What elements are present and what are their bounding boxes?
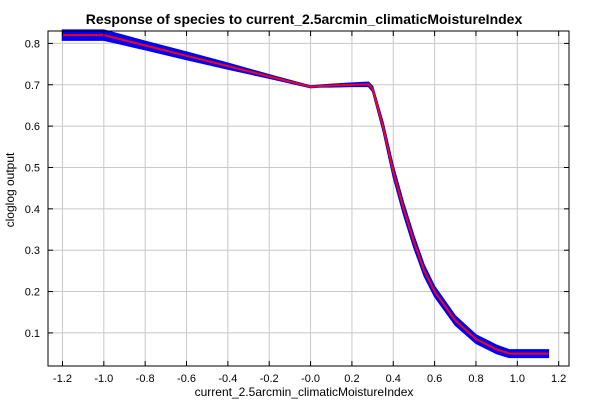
y-axis-label: cloglog output [3,152,17,227]
x-tick-label: 0.2 [344,373,359,385]
x-tick-label: -1.2 [53,373,72,385]
y-tick-label: 0.1 [25,328,40,340]
x-tick-label: -0.6 [177,373,196,385]
y-tick-label: 0.5 [25,162,40,174]
y-tick-label: 0.2 [25,287,40,299]
x-tick-label: 0.4 [386,373,401,385]
x-tick-label: 1.2 [551,373,566,385]
x-tick-label: -0.0 [301,373,320,385]
y-tick-label: 0.7 [25,80,40,92]
ticks: -1.2 -1.0 -0.8 -0.6 -0.4 -0.2 -0.0 0.2 0.4 0.6 0.8… [25,31,569,385]
x-tick-label: 0.6 [427,373,442,385]
confidence-band [61,29,550,359]
x-tick-label: -1.0 [94,373,113,385]
grid [48,31,569,366]
x-tick-label: 1.0 [510,373,525,385]
y-tick-label: 0.6 [25,121,40,133]
x-tick-label: -0.8 [136,373,155,385]
confidence-band-area [61,29,550,359]
chart-title: Response of species to current_2.5arcmin… [86,11,523,27]
x-tick-label: -0.4 [218,373,237,385]
response-curve [62,34,549,355]
plot-frame [47,30,570,367]
x-tick-label: 0.8 [468,373,483,385]
y-tick-label: 0.4 [25,204,40,216]
x-axis-label: current_2.5arcmin_climaticMoistureIndex [195,385,414,399]
series-line [62,34,549,355]
y-tick-label: 0.8 [25,38,40,50]
y-tick-label: 0.3 [25,245,40,257]
x-tick-label: -0.2 [260,373,279,385]
